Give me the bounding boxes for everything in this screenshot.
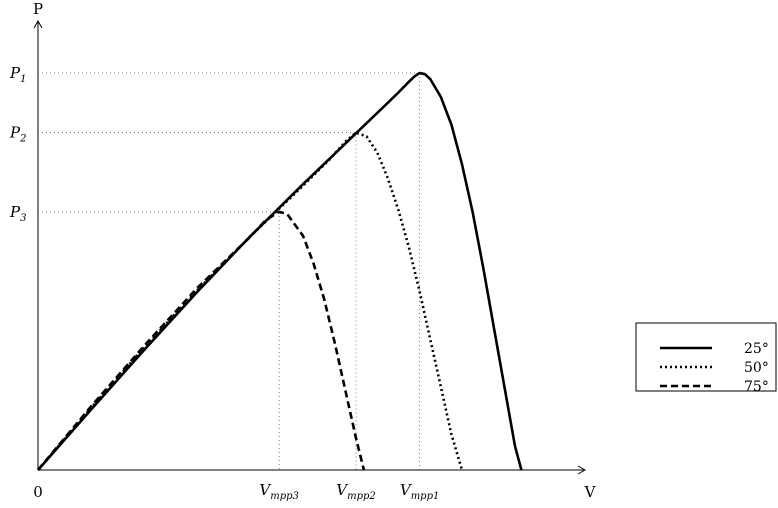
y-axis-arrow xyxy=(33,19,43,29)
series-line-3 xyxy=(37,210,366,471)
legend-box xyxy=(635,322,777,392)
y-tick-label-1: P1 xyxy=(9,64,26,85)
x-axis-label: V xyxy=(584,483,597,501)
legend-label-2: 50° xyxy=(744,360,769,376)
x-tick-label-1: Vmpp3 xyxy=(259,481,299,502)
x-tick-label-2: Vmpp2 xyxy=(336,481,376,502)
y-tick-label-3: P3 xyxy=(9,203,26,224)
legend-label-1: 25° xyxy=(744,341,769,357)
x-axis-arrow xyxy=(577,465,587,475)
x-tick-label-3: Vmpp1 xyxy=(400,481,440,502)
legend: 25° 50° 75° xyxy=(635,322,777,395)
origin-label: 0 xyxy=(33,483,43,501)
y-axis-label: P xyxy=(33,0,43,18)
series-line-2 xyxy=(37,131,464,471)
y-tick-label-2: P2 xyxy=(9,124,26,145)
legend-label-3: 75° xyxy=(744,379,769,395)
